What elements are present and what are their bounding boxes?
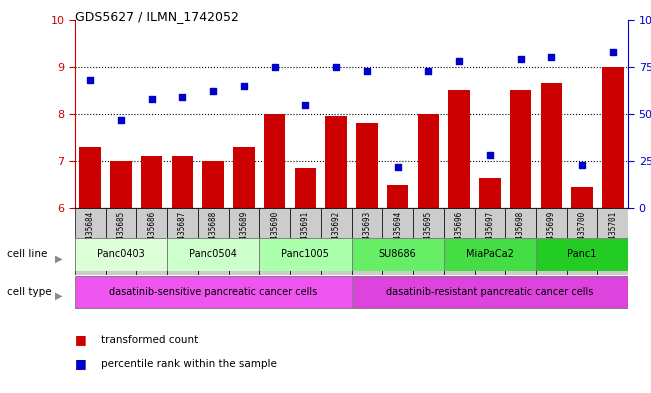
FancyBboxPatch shape (536, 239, 628, 270)
Text: GSM1435699: GSM1435699 (547, 210, 556, 257)
Text: cell type: cell type (7, 287, 51, 297)
Bar (387, 185, 408, 208)
Text: GSM1435686: GSM1435686 (147, 210, 156, 257)
FancyBboxPatch shape (567, 208, 598, 275)
FancyBboxPatch shape (321, 208, 352, 275)
Bar (449, 90, 470, 208)
Point (546, 54, 557, 61)
Text: GSM1435685: GSM1435685 (117, 210, 126, 257)
FancyBboxPatch shape (229, 208, 259, 275)
Text: SU8686: SU8686 (379, 250, 417, 259)
Bar (540, 83, 562, 208)
Point (423, 68, 434, 74)
FancyBboxPatch shape (598, 208, 628, 275)
Point (177, 94, 187, 100)
Bar (172, 156, 193, 208)
Point (239, 83, 249, 89)
Point (85, 77, 96, 83)
FancyBboxPatch shape (75, 239, 167, 270)
Text: Panc1005: Panc1005 (281, 250, 329, 259)
Text: Panc0504: Panc0504 (189, 250, 237, 259)
Text: GSM1435687: GSM1435687 (178, 210, 187, 257)
Text: ▶: ▶ (55, 253, 63, 263)
Text: dasatinib-sensitive pancreatic cancer cells: dasatinib-sensitive pancreatic cancer ce… (109, 287, 317, 297)
Text: MiaPaCa2: MiaPaCa2 (466, 250, 514, 259)
Text: percentile rank within the sample: percentile rank within the sample (101, 358, 277, 369)
FancyBboxPatch shape (536, 208, 567, 275)
Text: transformed count: transformed count (101, 335, 198, 345)
Text: GDS5627 / ILMN_1742052: GDS5627 / ILMN_1742052 (75, 10, 239, 23)
FancyBboxPatch shape (136, 208, 167, 275)
Text: ■: ■ (75, 333, 87, 347)
FancyBboxPatch shape (413, 208, 444, 275)
Text: GSM1435684: GSM1435684 (86, 210, 95, 257)
Text: GSM1435689: GSM1435689 (240, 210, 249, 257)
Text: Panc1: Panc1 (568, 250, 597, 259)
FancyBboxPatch shape (475, 208, 505, 275)
Text: ▶: ▶ (55, 291, 63, 301)
Text: cell line: cell line (7, 250, 47, 259)
Text: GSM1435691: GSM1435691 (301, 210, 310, 257)
Text: GSM1435696: GSM1435696 (454, 210, 464, 257)
Text: dasatinib-resistant pancreatic cancer cells: dasatinib-resistant pancreatic cancer ce… (386, 287, 594, 297)
Bar (79, 147, 101, 208)
Point (146, 96, 157, 102)
Bar (572, 187, 593, 208)
Text: GSM1435690: GSM1435690 (270, 210, 279, 257)
Text: GSM1435697: GSM1435697 (486, 210, 494, 257)
Bar (418, 114, 439, 208)
Text: GSM1435688: GSM1435688 (209, 210, 217, 257)
Bar (602, 67, 624, 208)
Bar (326, 116, 347, 208)
FancyBboxPatch shape (444, 208, 475, 275)
Bar (202, 161, 224, 208)
Point (362, 68, 372, 74)
Text: GSM1435698: GSM1435698 (516, 210, 525, 257)
Text: ■: ■ (75, 357, 87, 370)
FancyBboxPatch shape (75, 276, 352, 308)
Point (331, 64, 341, 70)
Text: Panc0403: Panc0403 (97, 250, 145, 259)
FancyBboxPatch shape (198, 208, 229, 275)
Bar (233, 147, 255, 208)
FancyBboxPatch shape (444, 239, 536, 270)
FancyBboxPatch shape (352, 239, 444, 270)
Point (393, 163, 403, 170)
Point (607, 49, 618, 55)
Bar (510, 90, 531, 208)
FancyBboxPatch shape (259, 208, 290, 275)
Bar (264, 114, 285, 208)
Point (270, 64, 280, 70)
Bar (141, 156, 163, 208)
Point (484, 152, 495, 159)
Text: GSM1435701: GSM1435701 (608, 210, 617, 257)
Bar (110, 161, 132, 208)
Bar (479, 178, 501, 208)
Bar (295, 168, 316, 208)
FancyBboxPatch shape (352, 208, 382, 275)
FancyBboxPatch shape (167, 239, 259, 270)
Point (454, 58, 464, 64)
FancyBboxPatch shape (105, 208, 136, 275)
FancyBboxPatch shape (382, 208, 413, 275)
Text: GSM1435692: GSM1435692 (331, 210, 340, 257)
FancyBboxPatch shape (75, 208, 105, 275)
Point (208, 88, 219, 94)
Point (116, 116, 126, 123)
Point (577, 162, 587, 168)
FancyBboxPatch shape (352, 276, 628, 308)
FancyBboxPatch shape (259, 239, 352, 270)
FancyBboxPatch shape (167, 208, 198, 275)
Point (300, 101, 311, 108)
Text: GSM1435695: GSM1435695 (424, 210, 433, 257)
Text: GSM1435694: GSM1435694 (393, 210, 402, 257)
Point (516, 56, 526, 62)
FancyBboxPatch shape (505, 208, 536, 275)
Text: GSM1435700: GSM1435700 (577, 210, 587, 257)
Text: GSM1435693: GSM1435693 (363, 210, 372, 257)
FancyBboxPatch shape (290, 208, 321, 275)
Bar (356, 123, 378, 208)
